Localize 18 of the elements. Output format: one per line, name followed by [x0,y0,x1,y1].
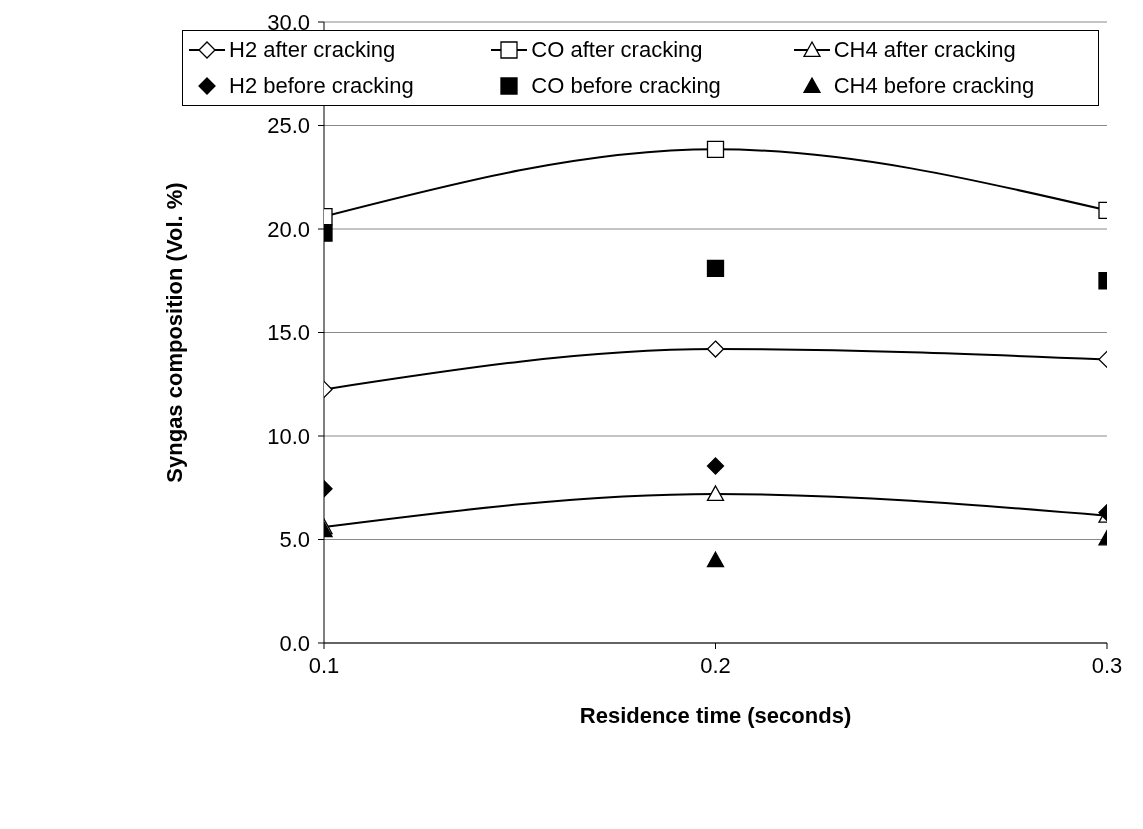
x-tick-label: 0.3 [1091,652,1123,678]
x-axis-title: Residence time (seconds) [579,703,852,728]
y-axis-title: Syngas composition (Vol. %) [161,182,187,483]
y-tick-label: 25.0 [267,113,310,139]
legend-label: H2 before cracking [229,73,414,99]
y-tick-label: 5.0 [279,527,310,553]
y-tick-label: 0.0 [279,630,310,656]
y-tick-label: 15.0 [267,320,310,346]
y-tick-label: 30.0 [267,9,310,35]
legend-label: CH4 before cracking [833,73,1035,99]
y-tick-label: 10.0 [267,423,310,449]
y-tick-label: 20.0 [267,216,310,242]
x-tick-label: 0.2 [700,652,731,678]
legend-label: CH4 after cracking [833,37,1016,63]
legend-label: CO after cracking [531,37,703,63]
legend-label: CO before cracking [531,73,721,99]
legend-label: H2 after cracking [229,37,396,63]
x-tick-label: 0.1 [308,652,340,678]
